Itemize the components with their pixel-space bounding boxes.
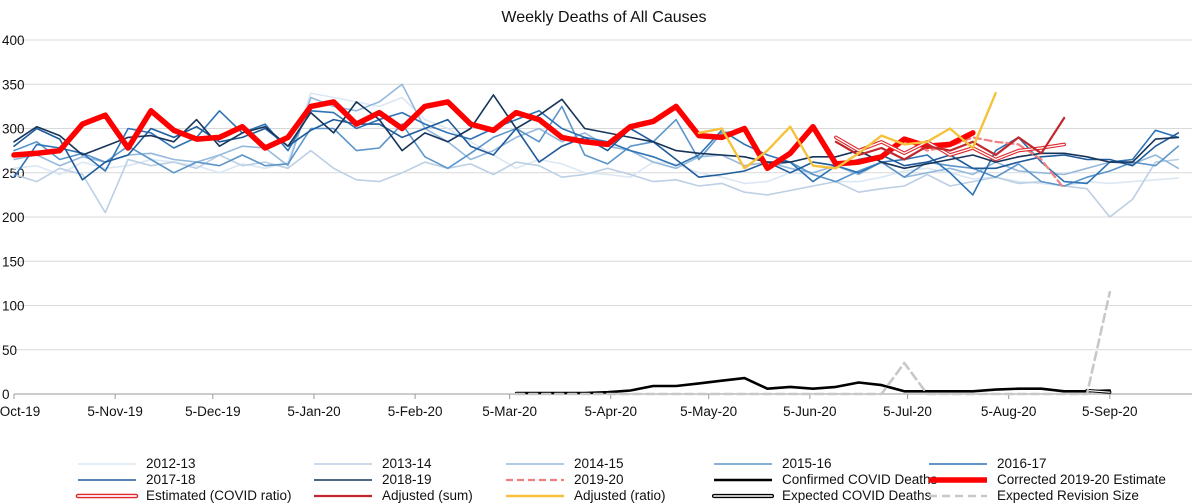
legend-swatch bbox=[929, 494, 987, 498]
x-tick-label: 5-Mar-20 bbox=[482, 404, 537, 419]
series-line-expected-revision-size bbox=[514, 290, 1112, 396]
legend-swatch bbox=[929, 477, 987, 483]
x-tick-label: 5-Feb-20 bbox=[388, 404, 443, 419]
y-tick-label: 150 bbox=[2, 254, 25, 269]
legend-label: 2018-19 bbox=[382, 472, 432, 487]
x-tick-label: 5-Jul-20 bbox=[883, 404, 932, 419]
legend-label: 2015-16 bbox=[782, 456, 832, 471]
legend-swatch bbox=[78, 479, 136, 481]
x-tick-label: 5-May-20 bbox=[680, 404, 737, 419]
series-line-adjusted-sum- bbox=[834, 116, 1066, 161]
series-lines bbox=[11, 83, 1180, 396]
legend-swatch bbox=[506, 494, 564, 498]
legend-swatch bbox=[75, 493, 139, 499]
y-tick-label: 0 bbox=[2, 387, 10, 402]
series-line-corrected-2019-20-estimate bbox=[11, 99, 976, 172]
series-line-2016-17 bbox=[13, 110, 1180, 196]
legend-label: Corrected 2019-20 Estimate bbox=[997, 472, 1166, 487]
legend-label: Confirmed COVID Deaths bbox=[782, 472, 938, 487]
gridlines bbox=[14, 39, 1192, 351]
y-tick-label: 350 bbox=[2, 77, 25, 92]
legend-label: Expected Revision Size bbox=[997, 488, 1139, 503]
legend-label: Estimated (COVID ratio) bbox=[146, 488, 292, 503]
series-line-2012-13 bbox=[13, 92, 1180, 187]
x-tick-label: 5-Aug-20 bbox=[981, 404, 1037, 419]
legend-swatch bbox=[314, 463, 372, 465]
series-line-adjusted-ratio- bbox=[697, 91, 997, 170]
x-axis: 5-Oct-19 5-Nov-19 5-Dec-19 5-Jan-20 5-Feb-20… bbox=[0, 393, 1192, 419]
x-tick-label: 5-Sep-20 bbox=[1082, 404, 1138, 419]
y-tick-label: 100 bbox=[2, 299, 25, 314]
series-line-inner bbox=[835, 136, 1065, 161]
legend-label: Adjusted (sum) bbox=[382, 488, 473, 503]
y-tick-label: 200 bbox=[2, 210, 25, 225]
legend-label: Adjusted (ratio) bbox=[574, 488, 666, 503]
legend-swatch bbox=[314, 479, 372, 481]
legend-label: 2012-13 bbox=[146, 456, 196, 471]
x-tick-label: 5-Jan-20 bbox=[287, 404, 340, 419]
x-tick-label: 5-Apr-20 bbox=[584, 404, 637, 419]
legend-swatch bbox=[314, 494, 372, 498]
legend-label: 2016-17 bbox=[997, 456, 1047, 471]
series-line-2018-19 bbox=[13, 94, 1180, 170]
legend-label: 2019-20 bbox=[574, 472, 624, 487]
legend: 2012-13 2013-14 2014-15 2015-16 2016-17 2017-… bbox=[0, 454, 1200, 503]
chart-title: Weekly Deaths of All Causes bbox=[501, 9, 706, 26]
series-line-2013-14 bbox=[13, 149, 1180, 218]
legend-swatch bbox=[711, 493, 775, 499]
legend-swatch bbox=[714, 463, 772, 465]
legend-label: 2013-14 bbox=[382, 456, 432, 471]
series-line-confirmed-covid-deaths bbox=[514, 376, 1112, 395]
x-tick-label: 5-Nov-19 bbox=[87, 404, 143, 419]
legend-swatch bbox=[929, 463, 987, 465]
y-tick-label: 300 bbox=[2, 122, 25, 137]
legend-swatch bbox=[78, 463, 136, 465]
y-tick-label: 400 bbox=[2, 33, 25, 48]
y-tick-label: 50 bbox=[2, 343, 17, 358]
series-line-inner bbox=[1086, 389, 1111, 393]
x-tick-label: 5-Dec-19 bbox=[185, 404, 241, 419]
legend-swatch bbox=[714, 478, 772, 482]
x-tick-label: 5-Oct-19 bbox=[0, 404, 40, 419]
line-chart: Weekly Deaths of All Causes 0 50 100 150 200… bbox=[0, 9, 1192, 419]
legend-swatch bbox=[506, 463, 564, 465]
legend-label: Expected COVID Deaths bbox=[782, 488, 932, 503]
legend-swatch bbox=[506, 478, 564, 482]
legend-label: 2014-15 bbox=[574, 456, 624, 471]
legend-label: 2017-18 bbox=[146, 472, 196, 487]
x-tick-label: 5-Jun-20 bbox=[783, 404, 836, 419]
